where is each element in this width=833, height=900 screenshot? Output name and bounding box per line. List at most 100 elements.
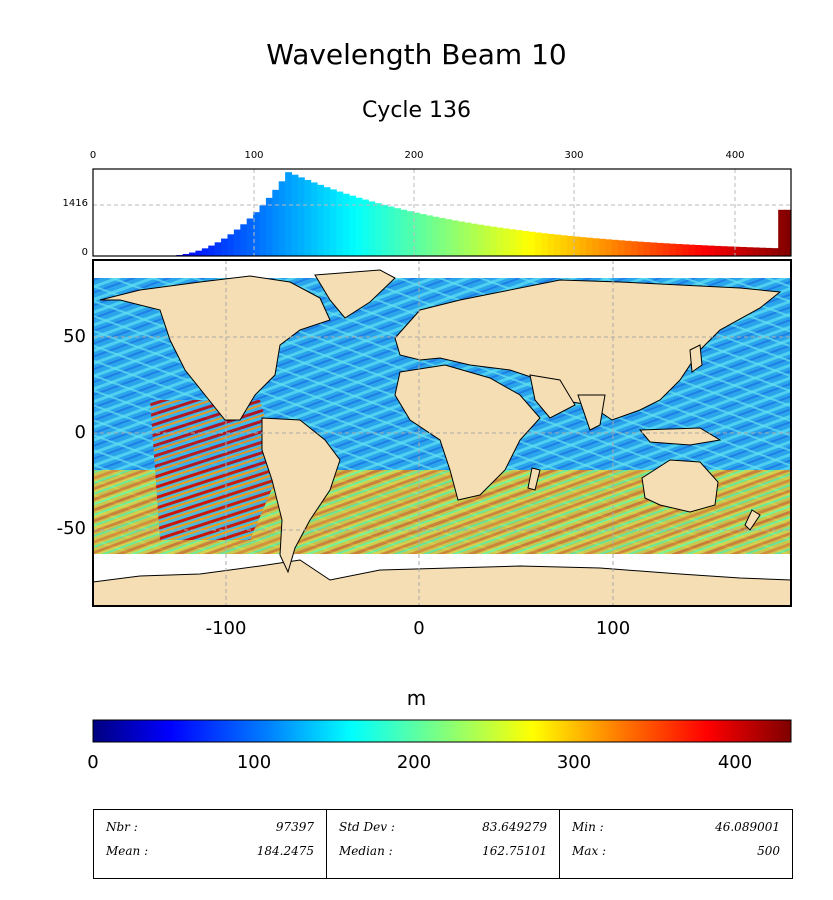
histogram-bar: [630, 241, 638, 256]
stat-value: 83.649279: [482, 820, 547, 834]
histogram-bar: [355, 197, 363, 256]
stat-value: 46.089001: [715, 820, 780, 834]
histogram: [92, 168, 792, 257]
hist-x-tick-400: 400: [725, 150, 745, 161]
histogram-bar: [419, 214, 427, 256]
histogram-bar: [541, 233, 549, 256]
map-y-tick-0: 0: [74, 422, 86, 443]
histogram-bar: [400, 209, 408, 256]
colorbar-tick-0: 0: [87, 752, 99, 773]
east-pacific-tracks: [150, 400, 280, 540]
hist-y-tick-0: 0: [81, 247, 88, 258]
histogram-bar: [720, 246, 728, 256]
histogram-bar: [214, 242, 222, 256]
histogram-bar: [349, 195, 357, 256]
histogram-bar: [253, 212, 260, 256]
histogram-bar: [291, 174, 299, 256]
histogram-bar: [694, 245, 702, 256]
histogram-bar: [451, 220, 459, 256]
histogram-bar: [573, 236, 581, 256]
histogram-bar: [675, 244, 683, 256]
histogram-bar: [374, 203, 382, 256]
hist-y-tick-1416: 1416: [62, 198, 88, 209]
map-grid: [93, 260, 791, 606]
histogram-bar: [432, 216, 440, 256]
stat-label: Nbr :: [106, 820, 138, 834]
histogram-bar: [259, 205, 267, 256]
greenland: [314, 269, 396, 319]
colorbar-tick-300: 300: [556, 752, 592, 773]
histogram-bar: [297, 177, 305, 256]
histogram-bar: [278, 181, 286, 256]
map-x-tick-0: 0: [413, 618, 425, 639]
histogram-bar: [733, 246, 741, 256]
map-y-tick-neg50: -50: [56, 518, 86, 539]
histogram-bar: [726, 246, 734, 256]
histogram-bar: [701, 245, 709, 256]
histogram-bar: [778, 209, 786, 256]
histogram-bar: [598, 238, 606, 256]
histogram-bar: [381, 204, 389, 256]
histogram-bar: [624, 240, 632, 256]
histogram-bar: [317, 184, 325, 256]
histogram-bar: [586, 237, 593, 256]
histogram-bar: [643, 242, 651, 256]
stat-value: 162.75101: [482, 844, 547, 858]
histogram-bar: [393, 208, 401, 256]
histogram-bar: [771, 248, 779, 256]
chart-title: Wavelength Beam 10: [266, 38, 567, 71]
stat-label: Min :: [572, 820, 604, 834]
histogram-bar: [201, 248, 209, 256]
histogram-bar: [361, 199, 369, 256]
histogram-bar: [656, 242, 664, 256]
new-zealand: [744, 509, 761, 531]
histogram-bar: [528, 231, 536, 256]
eurasia: [394, 279, 782, 421]
world-map: [92, 259, 792, 607]
histogram-bar: [490, 226, 497, 256]
histogram-bar: [464, 222, 472, 256]
north-america: [99, 275, 331, 421]
histogram-bar: [579, 237, 587, 256]
histogram-bar: [272, 189, 280, 256]
histogram-bar: [605, 239, 613, 256]
histogram-bar: [662, 243, 670, 256]
colorbar-tick-100: 100: [236, 752, 272, 773]
stats-column-count-mean: Nbr : 97397 Mean : 184.2475: [94, 810, 327, 878]
histogram-bar: [515, 230, 523, 256]
histogram-bar: [502, 228, 510, 256]
hist-x-tick-300: 300: [564, 150, 584, 161]
histogram-bar: [509, 229, 517, 256]
histogram-bar: [310, 182, 318, 256]
histogram-bar: [560, 235, 568, 256]
histogram-bar: [368, 201, 376, 256]
histogram-bar: [470, 223, 478, 256]
histogram-bar: [233, 229, 241, 256]
histogram-bar: [458, 221, 465, 256]
histogram-bar: [265, 197, 273, 256]
histogram-bar: [387, 206, 395, 256]
histogram-bar: [592, 238, 600, 256]
histogram-bar: [758, 247, 766, 256]
india: [577, 394, 606, 431]
histogram-bar: [611, 239, 619, 256]
histogram-bar: [477, 224, 485, 256]
histogram-bar: [483, 225, 491, 256]
madagascar: [527, 467, 541, 491]
histogram-bar: [669, 243, 677, 256]
histogram-bar: [195, 250, 203, 256]
histogram-bar: [566, 235, 574, 256]
hist-x-tick-100: 100: [244, 150, 264, 161]
map-x-tick-100: 100: [595, 618, 631, 639]
histogram-bar: [496, 227, 504, 256]
japan: [689, 344, 703, 373]
hist-x-tick-200: 200: [404, 150, 424, 161]
histogram-bar: [425, 215, 433, 256]
histogram-bar: [682, 244, 690, 256]
stat-value: 500: [757, 844, 780, 858]
stats-column-std-median: Std Dev : 83.649279 Median : 162.75101: [327, 810, 560, 878]
colorbar-tick-200: 200: [396, 752, 432, 773]
histogram-bar: [522, 230, 529, 256]
histogram-bar: [765, 247, 773, 256]
histogram-bar: [688, 244, 696, 256]
